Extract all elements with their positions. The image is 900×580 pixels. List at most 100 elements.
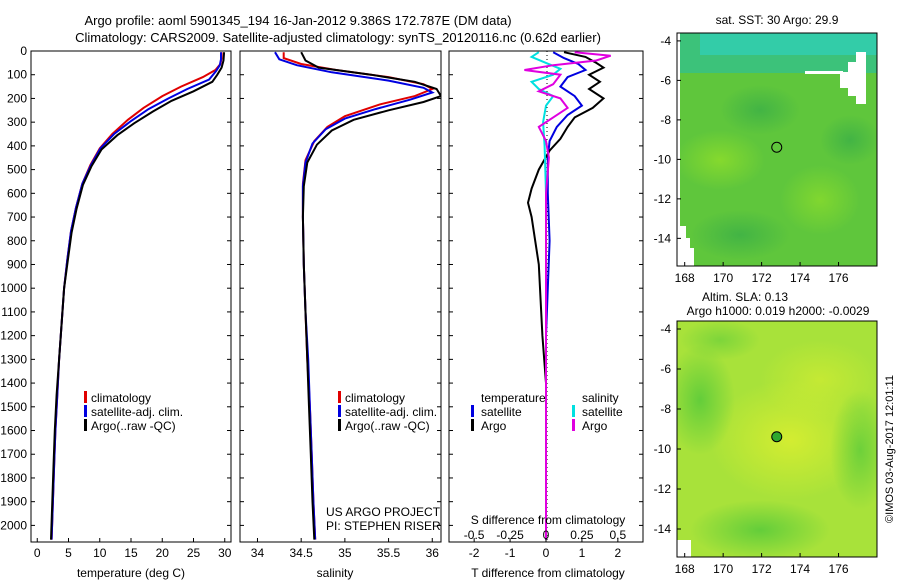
y-tick-label: -8 (660, 402, 671, 416)
x-tick-label: 176 (829, 562, 849, 576)
sst-map-title: sat. SST: 30 Argo: 29.9 (716, 13, 839, 27)
difference-legend: temperature salinity satellite Argo sate… (471, 391, 623, 433)
y-tick-label: -12 (654, 482, 672, 496)
s-x-tick-label: -0.5 (464, 528, 485, 542)
sst-map-x-ticks: 168 170 172 174 176 (675, 262, 849, 285)
x-tick-label: 176 (829, 271, 849, 285)
s-x-tick-label: 0.25 (570, 528, 594, 542)
y-tick-label: -14 (654, 522, 672, 536)
x-tick-label: 35.5 (377, 546, 401, 560)
salinity-line-argo (300, 51, 441, 540)
x-tick-label: 25 (187, 546, 201, 560)
y-tick-label: -4 (660, 34, 671, 48)
depth-tick-label: 1700 (0, 447, 27, 461)
legend-label-argo: Argo(..raw -QC) (345, 419, 430, 433)
depth-tick-label: 1800 (0, 471, 27, 485)
depth-tick-label: 1500 (0, 400, 27, 414)
legend-swatch-satellite (84, 405, 87, 417)
x-tick-label: 20 (156, 546, 170, 560)
temperature-line-argo (50, 52, 226, 540)
salinity-x-ticks: 34 34.5 35 35.5 36 (251, 538, 439, 560)
x-tick-label: 15 (124, 546, 138, 560)
depth-tick-label: 1100 (1, 305, 27, 319)
salinity-y-tickmarks (240, 50, 441, 526)
s-x-tick-label: -0.25 (496, 528, 524, 542)
depth-tick-label: 100 (7, 68, 27, 82)
t-difference-label: T difference from climatology (471, 566, 625, 580)
sst-map-panel: sat. SST: 30 Argo: 29.9 168 170 172 174 176 … (654, 13, 878, 285)
y-tick-label: -14 (654, 231, 672, 245)
salinity-lines (274, 51, 441, 540)
legend-swatch-climatology (84, 391, 87, 403)
x-tick-label: -1 (505, 546, 516, 560)
sla-map-panel: Altim. SLA: 0.13 Argo h1000: 0.019 h2000… (654, 290, 878, 576)
sla-map-x-ticks: 168 170 172 174 176 (675, 553, 849, 576)
depth-tick-label: 800 (7, 234, 27, 248)
sla-map-frame (676, 320, 878, 558)
depth-axis-ticks: 0 100 200 300 400 500 600 700 800 900 1000 1100 1200… (0, 44, 231, 532)
sst-map-y-ticks: -4 -6 -8 -10 -12 -14 (654, 34, 681, 245)
salinity-axes-frame (239, 50, 442, 543)
s-difference-label: S difference from climatology (471, 513, 626, 527)
s-difference-x-ticks: -0.5 -0.25 0 0.25 0.5 (464, 528, 627, 542)
temperature-legend: climatology satellite-adj. clim. Argo(..… (84, 391, 183, 433)
legend-swatch-t-argo (471, 419, 474, 431)
depth-tick-label: 1200 (0, 329, 27, 343)
sla-map-y-ticks: -4 -6 -8 -10 -12 -14 (654, 322, 681, 536)
y-tick-label: -10 (654, 442, 672, 456)
depth-tick-label: 500 (7, 163, 27, 177)
header-line-2: Climatology: CARS2009. Satellite-adjuste… (75, 30, 601, 45)
x-tick-label: 5 (65, 546, 72, 560)
x-tick-label: 172 (752, 562, 772, 576)
difference-panel: -0.5 -0.25 0 0.25 0.5 -2 -1 0 1 2 S difference f… (448, 50, 644, 580)
legend-swatch-climatology (338, 391, 341, 403)
imos-timestamp: ©IMOS 03-Aug-2017 12:01:11 (884, 375, 896, 523)
salinity-legend: climatology satellite-adj. clim. Argo(..… (338, 391, 437, 433)
x-tick-label: 170 (713, 562, 733, 576)
y-tick-label: -8 (660, 113, 671, 127)
legend-label-t-satellite: satellite (481, 405, 522, 419)
legend-label-s-satellite: satellite (582, 405, 623, 419)
y-tick-label: -10 (654, 152, 672, 166)
y-tick-label: -6 (660, 73, 671, 87)
x-tick-label: 2 (615, 546, 622, 560)
difference-lines (524, 51, 612, 540)
depth-tick-label: 2000 (0, 518, 27, 532)
y-tick-label: -12 (654, 192, 672, 206)
y-tick-label: -4 (660, 322, 671, 336)
legend-swatch-s-satellite (572, 405, 575, 417)
depth-tick-label: 1900 (0, 495, 27, 509)
depth-tick-label: 1000 (0, 281, 27, 295)
depth-tick-label: 700 (7, 210, 27, 224)
x-tick-label: 174 (790, 562, 810, 576)
salinity-panel: 34 34.5 35 35.5 36 salinity climatology sate… (239, 50, 442, 580)
legend-swatch-argo (84, 419, 87, 431)
legend-label-satellite: satellite-adj. clim. (345, 405, 437, 419)
temperature-lines (50, 52, 226, 540)
depth-tick-label: 300 (7, 115, 27, 129)
temperature-panel: 0 5 10 15 20 25 30 0 100 200 300 400 500 600 700 800 90… (0, 44, 231, 580)
sst-map-image (677, 33, 877, 266)
sla-map-subtitle: Argo h1000: 0.019 h2000: -0.0029 (687, 304, 870, 318)
difference-line-t-argo (526, 51, 606, 540)
legend-swatch-s-argo (572, 419, 575, 431)
difference-y-tickmarks (449, 50, 643, 526)
temperature-x-ticks: 0 5 10 15 20 25 30 (34, 538, 232, 560)
x-tick-label: 168 (675, 271, 695, 285)
t-difference-x-ticks: -2 -1 0 1 2 (469, 538, 622, 560)
y-tick-label: -6 (660, 362, 671, 376)
depth-tick-label: 0 (20, 44, 27, 58)
legend-swatch-argo (338, 419, 341, 431)
x-tick-label: 168 (675, 562, 695, 576)
x-tick-label: 0 (543, 546, 550, 560)
sst-argo-marker (771, 141, 783, 153)
salinity-x-label: salinity (317, 566, 354, 580)
legend-label-t-argo: Argo (481, 419, 507, 433)
difference-line-s-argo (524, 51, 612, 540)
sla-map-title: Altim. SLA: 0.13 (702, 290, 788, 304)
x-tick-label: 30 (218, 546, 232, 560)
x-tick-label: 36 (426, 546, 440, 560)
sst-map-frame (676, 32, 878, 267)
legend-title-salinity: salinity (582, 391, 619, 405)
difference-line-t-satellite (545, 51, 588, 540)
